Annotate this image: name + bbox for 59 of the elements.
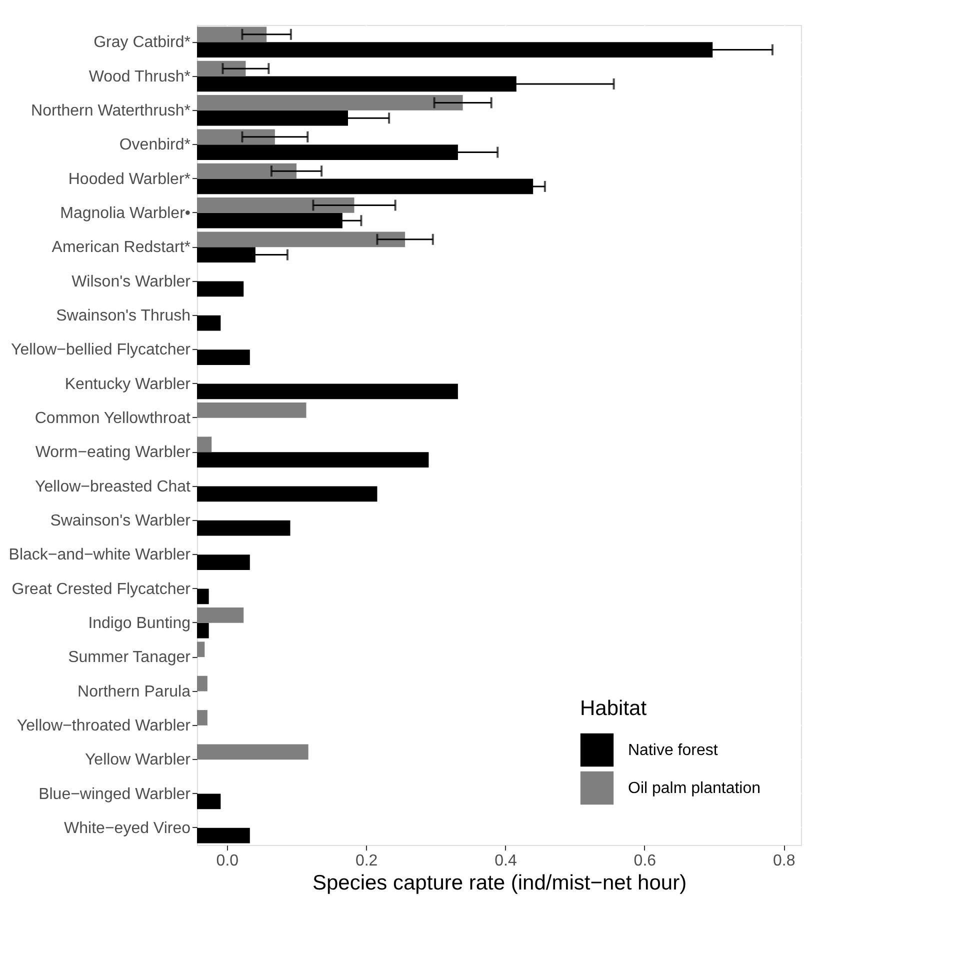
y-tick-label: Magnolia Warbler• <box>60 204 190 222</box>
bar <box>197 129 275 145</box>
bar <box>197 622 209 638</box>
bar <box>197 350 250 365</box>
bar <box>197 95 463 110</box>
bar <box>197 520 290 536</box>
y-tick-label: Yellow−bellied Flycatcher <box>10 342 192 359</box>
bar <box>197 588 209 604</box>
bar <box>197 676 208 692</box>
x-tick-label: 0.8 <box>772 852 796 870</box>
bar <box>197 281 244 297</box>
x-tick-label: 0.2 <box>355 852 378 870</box>
bar <box>197 384 458 400</box>
bar <box>197 608 244 623</box>
y-tick-label: Swainson's Thrush <box>56 307 190 324</box>
legend-label: Oil palm plantation <box>628 780 761 797</box>
y-tick-label: Wood Thrush* <box>88 68 190 86</box>
bar <box>197 828 250 844</box>
y-tick-label: Ovenbird* <box>119 136 190 154</box>
y-tick-label: Wilson's Warbler <box>72 273 192 290</box>
y-tick-label: Northern Parula <box>78 683 191 700</box>
y-tick-label: Swainson's Warbler <box>50 512 192 530</box>
bar <box>197 163 297 179</box>
bar <box>197 744 308 760</box>
y-tick-label: Hooded Warbler* <box>68 170 190 188</box>
bar <box>197 452 429 468</box>
bar <box>197 402 306 418</box>
y-tick-label: Great Crested Flycatcher <box>12 580 192 598</box>
y-tick-label: Common Yellowthroat <box>34 410 192 427</box>
bar <box>197 642 205 658</box>
bar <box>197 436 212 452</box>
y-tick-label: Blue−winged Warbler <box>38 786 192 803</box>
bar <box>197 710 208 726</box>
y-tick-label: American Redstart* <box>52 239 190 256</box>
y-tick-label: Yellow Warbler <box>84 752 192 769</box>
bar <box>197 486 378 502</box>
y-tick-label: Kentucky Warbler <box>64 376 192 393</box>
y-tick-label: Summer Tanager <box>68 649 192 666</box>
bar <box>197 60 246 76</box>
legend-label: Native forest <box>628 742 718 759</box>
legend-title: Habitat <box>580 697 647 720</box>
y-tick-label: Northern Waterthrush* <box>31 102 190 120</box>
bar <box>197 26 267 42</box>
x-axis-title: Species capture rate (ind/mist−net hour) <box>312 872 687 894</box>
y-tick-label: Indigo Bunting <box>88 614 190 632</box>
y-tick-label: Yellow−breasted Chat <box>34 478 192 496</box>
x-tick-label: 0.0 <box>216 852 239 870</box>
bar <box>197 794 221 810</box>
bar <box>197 554 250 570</box>
y-tick-label: Worm−eating Warbler <box>35 444 192 462</box>
bar <box>197 198 354 213</box>
y-tick-label: White−eyed Vireo <box>64 820 191 837</box>
y-tick-label: Yellow−throated Warbler <box>16 717 192 734</box>
y-tick-label: Black−and−white Warbler <box>8 546 192 564</box>
x-tick-label: 0.6 <box>634 852 656 870</box>
y-tick-label: Gray Catbird* <box>94 34 190 52</box>
bar <box>197 232 406 248</box>
bar <box>197 315 221 331</box>
x-tick-label: 0.4 <box>494 852 517 870</box>
